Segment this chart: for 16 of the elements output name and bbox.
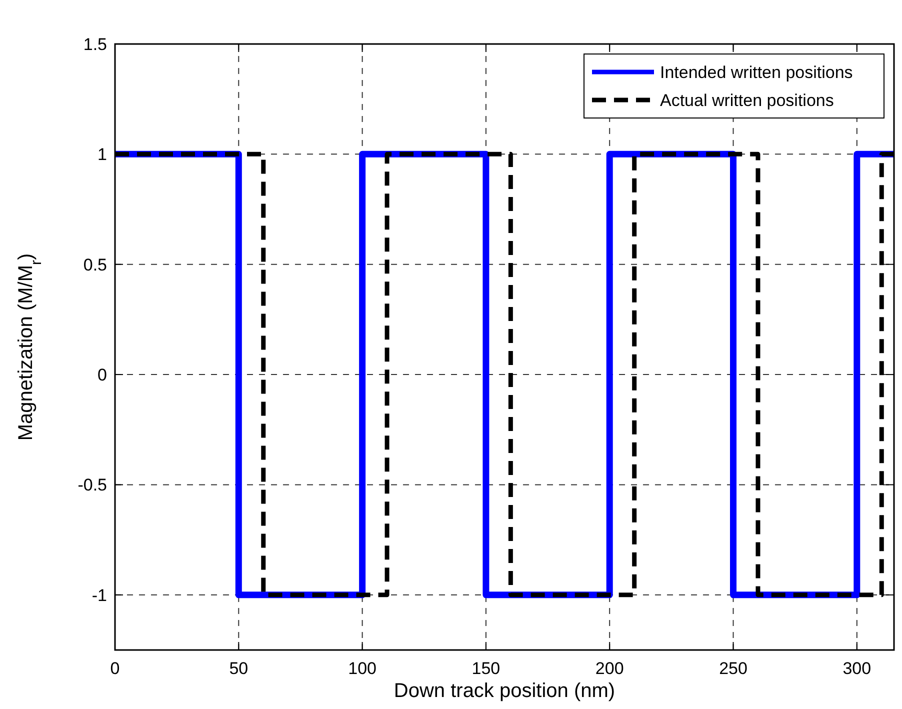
y-tick-label: 1.5 [83, 35, 107, 54]
x-tick-label: 150 [472, 659, 500, 678]
x-tick-label: 200 [595, 659, 624, 678]
x-tick-label: 50 [229, 659, 248, 678]
legend-label: Intended written positions [660, 63, 853, 82]
x-axis-title: Down track position (nm) [394, 680, 616, 702]
x-tick-label: 250 [719, 659, 748, 678]
legend-label: Actual written positions [660, 91, 834, 110]
y-tick-label: 0 [98, 366, 107, 385]
y-tick-label: 0.5 [83, 255, 107, 274]
x-tick-label: 100 [348, 659, 376, 678]
y-tick-label: -1 [92, 586, 107, 605]
x-tick-label: 0 [110, 659, 120, 678]
y-tick-label: -0.5 [78, 476, 107, 495]
x-tick-label: 300 [842, 659, 872, 678]
y-tick-label: 1 [98, 145, 107, 164]
